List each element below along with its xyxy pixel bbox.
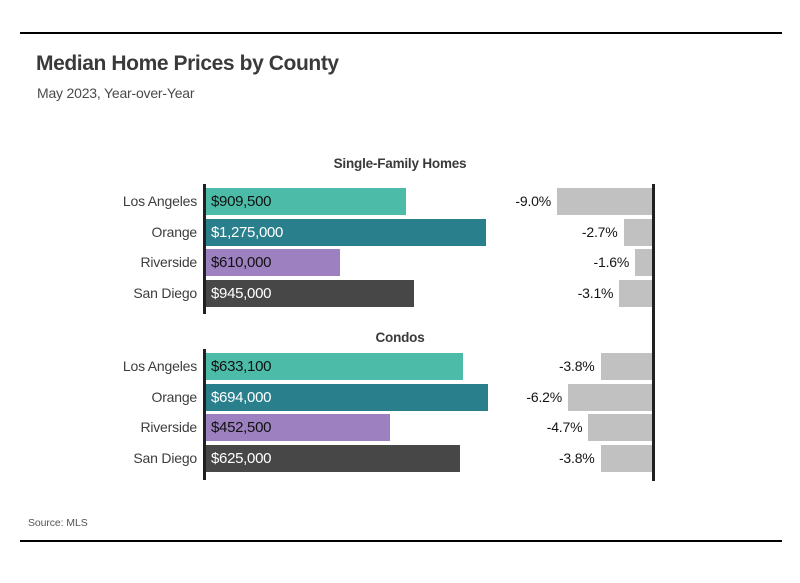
yoy-bar xyxy=(600,353,652,380)
section-title-single-family: Single-Family Homes xyxy=(333,156,467,171)
price-value-label: $625,000 xyxy=(211,450,272,467)
price-value-label: $633,100 xyxy=(211,358,272,375)
yoy-value-label: -3.8% xyxy=(558,358,595,374)
price-bar: $909,500 xyxy=(206,188,406,215)
yoy-value-label: -3.1% xyxy=(577,285,614,301)
category-label: Riverside xyxy=(140,419,197,435)
price-axis-line-single-family xyxy=(203,184,206,314)
price-bar: $625,000 xyxy=(206,445,460,472)
yoy-bar xyxy=(568,384,652,411)
page-title: Median Home Prices by County xyxy=(36,52,339,75)
yoy-value-label: -3.8% xyxy=(558,450,595,466)
price-value-label: $945,000 xyxy=(211,285,272,302)
yoy-bar xyxy=(619,280,652,307)
top-rule xyxy=(20,32,782,34)
page-subtitle: May 2023, Year-over-Year xyxy=(37,85,195,101)
yoy-value-label: -9.0% xyxy=(515,193,551,209)
category-label: Orange xyxy=(151,224,198,240)
yoy-axis-line xyxy=(652,184,655,481)
price-axis-line-condos xyxy=(203,349,206,480)
price-value-label: $909,500 xyxy=(211,193,272,210)
yoy-value-label: -4.7% xyxy=(546,419,583,435)
price-bar: $945,000 xyxy=(206,280,414,307)
category-label: Riverside xyxy=(140,254,197,270)
category-label: San Diego xyxy=(133,285,197,301)
price-value-label: $1,275,000 xyxy=(211,224,284,241)
price-value-label: $452,500 xyxy=(211,419,272,436)
yoy-bar xyxy=(557,188,652,215)
yoy-bar xyxy=(588,414,652,441)
price-bar: $694,000 xyxy=(206,384,488,411)
price-bar: $610,000 xyxy=(206,249,340,276)
bottom-rule xyxy=(20,540,782,542)
yoy-bar xyxy=(600,445,652,472)
yoy-value-label: -2.7% xyxy=(581,224,618,240)
source-note: Source: MLS xyxy=(28,517,88,529)
category-label: San Diego xyxy=(133,450,197,466)
category-label: Orange xyxy=(151,389,198,405)
yoy-bar xyxy=(635,249,652,276)
category-label: Los Angeles xyxy=(122,193,197,209)
yoy-value-label: -6.2% xyxy=(526,389,562,405)
section-title-condos: Condos xyxy=(375,330,425,345)
category-label: Los Angeles xyxy=(122,358,197,374)
yoy-value-label: -1.6% xyxy=(593,254,630,270)
price-bar: $1,275,000 xyxy=(206,219,486,246)
price-value-label: $694,000 xyxy=(211,389,272,406)
yoy-bar xyxy=(623,219,652,246)
price-value-label: $610,000 xyxy=(211,254,272,271)
price-bar: $633,100 xyxy=(206,353,464,380)
price-bar: $452,500 xyxy=(206,414,390,441)
